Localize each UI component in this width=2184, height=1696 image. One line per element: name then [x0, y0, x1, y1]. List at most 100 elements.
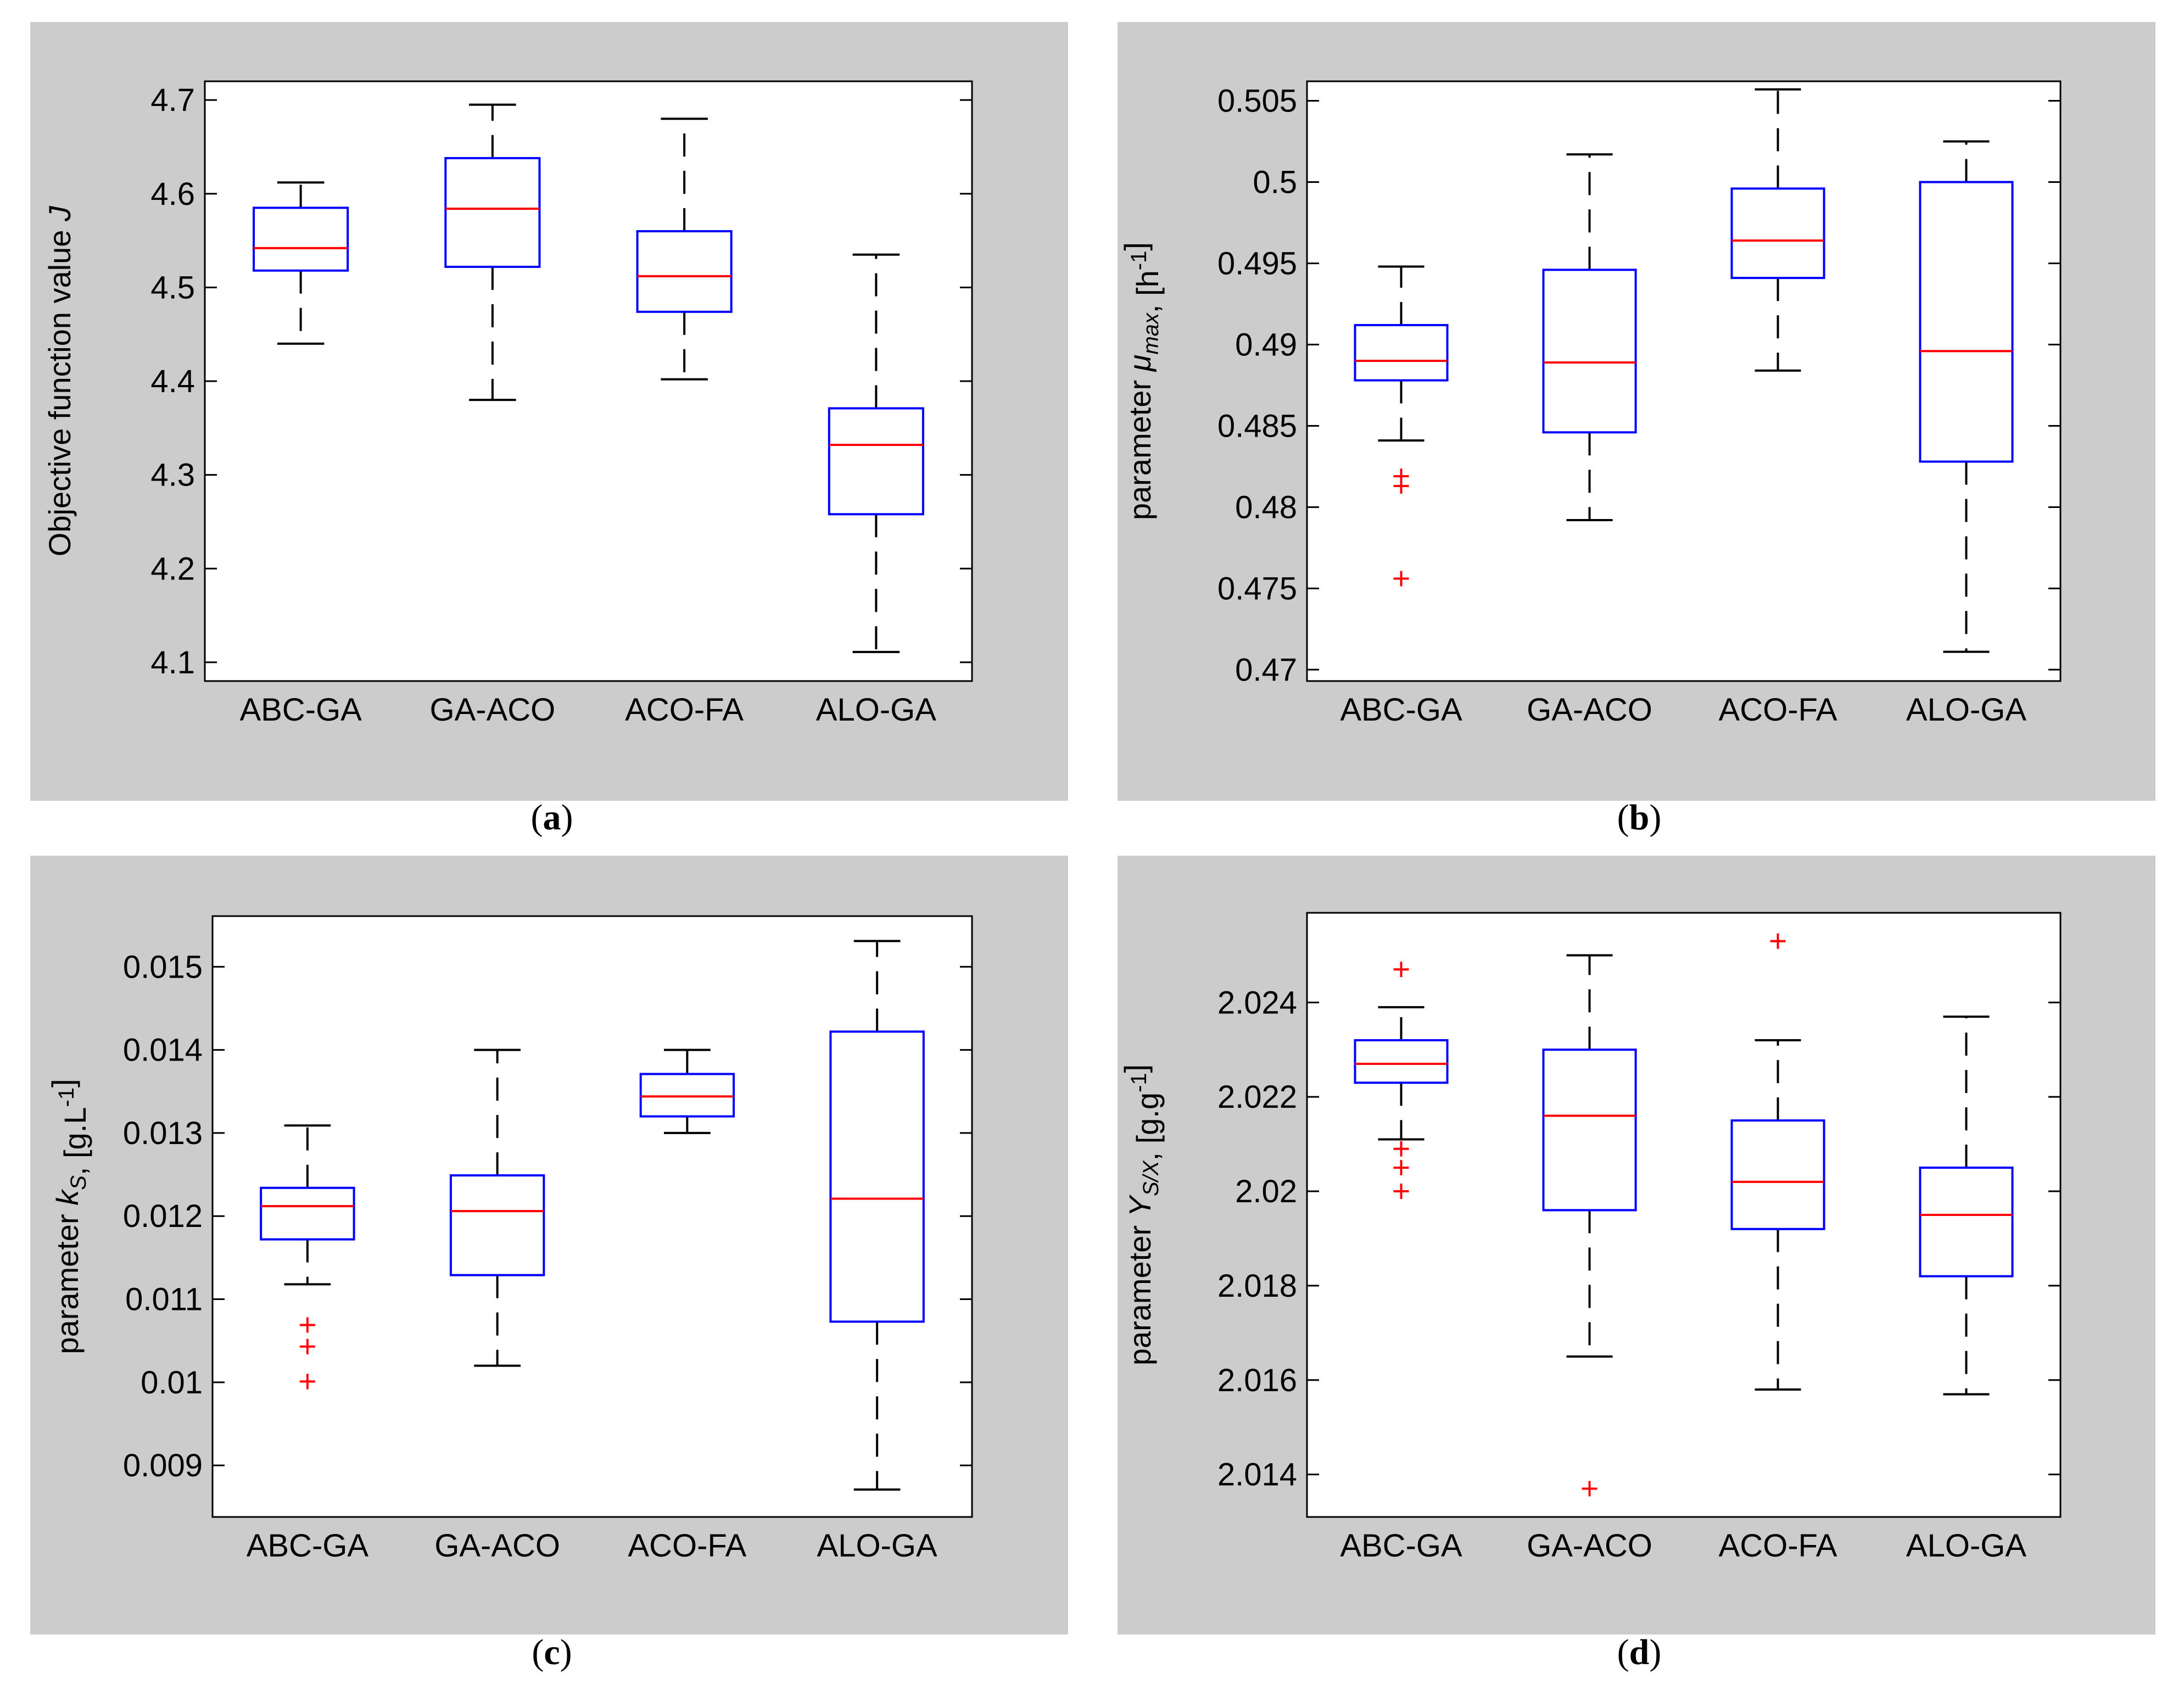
- boxplot-ga-aco: [449, 1048, 545, 1367]
- y-axis-title-part: , [h: [1130, 270, 1165, 313]
- outlier-marker: [1393, 571, 1409, 587]
- y-axis-title-part: -1: [1127, 251, 1151, 271]
- outlier-marker: [299, 1338, 315, 1354]
- caption-close-paren: ): [561, 797, 573, 838]
- caption-open-paren: (: [532, 1632, 544, 1672]
- x-category-label: ABC-GA: [1340, 1528, 1462, 1564]
- iqr-box: [449, 1174, 545, 1276]
- x-category-label: GA-ACO: [434, 1528, 560, 1564]
- iqr-box: [1542, 1048, 1637, 1212]
- boxplot-aco-fa: [636, 118, 733, 381]
- chart-panel-a: 4.1 4.2 4.3 4.4 4.5 4.6 4.7 Objective function …: [30, 22, 1068, 838]
- boxplot-aco-fa: [1730, 933, 1825, 1391]
- boxplot-alo-ga: [1919, 140, 2014, 653]
- iqr-box: [444, 157, 541, 268]
- y-tick-label: 4.3: [150, 458, 195, 493]
- y-tick-label: 4.1: [150, 645, 195, 680]
- boxplot-ga-aco: [1542, 954, 1637, 1497]
- x-category-label: ABC-GA: [247, 1528, 369, 1564]
- outlier-marker: [1393, 1184, 1409, 1200]
- boxplot-aco-fa: [1730, 88, 1825, 372]
- caption-close-paren: ): [1649, 797, 1661, 838]
- y-tick-label: 0.01: [141, 1365, 203, 1401]
- iqr-box: [828, 407, 924, 516]
- x-category-label: GA-ACO: [429, 692, 555, 728]
- y-tick-label: 0.013: [123, 1115, 203, 1151]
- boxplot-abc-ga: [1354, 962, 1449, 1200]
- y-axis-title-part: , [g.L: [58, 1107, 92, 1176]
- chart-panel-b: 0.47 0.475 0.48 0.485 0.49 0.495 0.5 0.505 param…: [1118, 22, 2155, 838]
- y-axis-title-part: Y: [1122, 1194, 1157, 1217]
- outlier-marker: [299, 1374, 315, 1390]
- x-category-label: GA-ACO: [1527, 692, 1652, 728]
- caption-letter: c: [544, 1632, 560, 1672]
- y-tick-label: 0.011: [125, 1282, 203, 1318]
- panel-caption: (b): [1617, 797, 1662, 838]
- caption-close-paren: ): [1649, 1632, 1661, 1672]
- x-category-label: GA-ACO: [1527, 1528, 1652, 1564]
- y-axis-title: Objective function value J: [42, 205, 77, 556]
- y-tick-label: 2.022: [1217, 1079, 1297, 1115]
- x-category-label: ABC-GA: [1340, 692, 1462, 728]
- boxplot-ga-aco: [1542, 153, 1637, 522]
- y-axis-title-part: -1: [1127, 1073, 1151, 1092]
- x-category-label: ACO-FA: [1719, 1528, 1837, 1564]
- y-axis-title-part: k: [50, 1189, 85, 1206]
- y-axis-title-part: ]: [46, 1079, 80, 1087]
- boxplot-ga-aco: [444, 103, 541, 401]
- caption-open-paren: (: [531, 797, 543, 838]
- boxplot-abc-ga: [260, 1124, 355, 1390]
- iqr-box: [639, 1073, 735, 1118]
- iqr-box: [1354, 323, 1449, 382]
- boxplot-abc-ga: [1354, 265, 1449, 587]
- y-tick-label: 0.475: [1217, 571, 1297, 606]
- iqr-box: [1730, 187, 1825, 280]
- y-tick-label: 0.48: [1235, 489, 1297, 525]
- y-tick-label: 0.485: [1217, 408, 1297, 444]
- y-tick-label: 0.495: [1217, 246, 1297, 281]
- y-axis-title-part: Objective function value: [42, 221, 77, 556]
- boxplot-abc-ga: [253, 181, 349, 345]
- y-tick-label: 0.012: [123, 1198, 203, 1234]
- y-axis-title-part: , [g.g: [1130, 1092, 1165, 1161]
- y-axis-title-part: S/X: [1139, 1160, 1163, 1196]
- iqr-box: [1919, 181, 2014, 463]
- y-axis-title-part: ]: [1118, 1064, 1153, 1073]
- caption-letter: a: [543, 797, 561, 838]
- y-axis-title-part: -1: [54, 1087, 79, 1107]
- y-axis-title-part: J: [42, 205, 77, 222]
- y-tick-label: 0.47: [1235, 652, 1297, 688]
- y-tick-label: 2.02: [1235, 1174, 1297, 1209]
- y-tick-label: 0.015: [123, 949, 203, 985]
- y-tick-label: 4.4: [150, 364, 195, 399]
- outlier-marker: [1582, 1481, 1597, 1497]
- iqr-box: [1542, 269, 1637, 434]
- y-axis-title: parameter μmax, [h-1]: [1118, 242, 1165, 520]
- outlier-marker: [1770, 933, 1786, 949]
- y-axis-title-part: μ: [1122, 355, 1157, 373]
- iqr-box: [253, 207, 349, 272]
- caption-close-paren: ): [560, 1632, 572, 1672]
- caption-open-paren: (: [1617, 797, 1629, 838]
- chart-panel-d: 2.014 2.016 2.018 2.02 2.022 2.024 parameter Y…: [1118, 856, 2155, 1672]
- x-category-label: ACO-FA: [628, 1528, 746, 1564]
- outlier-marker: [299, 1317, 315, 1333]
- panel-caption: (c): [532, 1632, 572, 1672]
- y-tick-label: 0.5: [1253, 164, 1297, 200]
- y-tick-label: 4.5: [150, 270, 195, 305]
- y-axis-title: parameter YS/X, [g.g-1]: [1118, 1064, 1165, 1365]
- outlier-marker: [1393, 1141, 1409, 1157]
- outlier-marker: [1393, 962, 1409, 978]
- iqr-box: [829, 1030, 925, 1323]
- x-category-label: ACO-FA: [1719, 692, 1837, 728]
- y-axis-title-part: max: [1139, 312, 1163, 355]
- outlier-marker: [1393, 1160, 1409, 1176]
- y-tick-label: 2.024: [1217, 985, 1297, 1020]
- boxplot-alo-ga: [828, 253, 924, 654]
- y-tick-label: 0.49: [1235, 327, 1297, 362]
- y-axis-title-part: ]: [1118, 242, 1153, 251]
- boxplot-alo-ga: [829, 940, 925, 1491]
- y-tick-label: 4.7: [150, 82, 195, 118]
- y-tick-label: 0.009: [123, 1448, 203, 1483]
- x-category-label: ABC-GA: [239, 692, 362, 728]
